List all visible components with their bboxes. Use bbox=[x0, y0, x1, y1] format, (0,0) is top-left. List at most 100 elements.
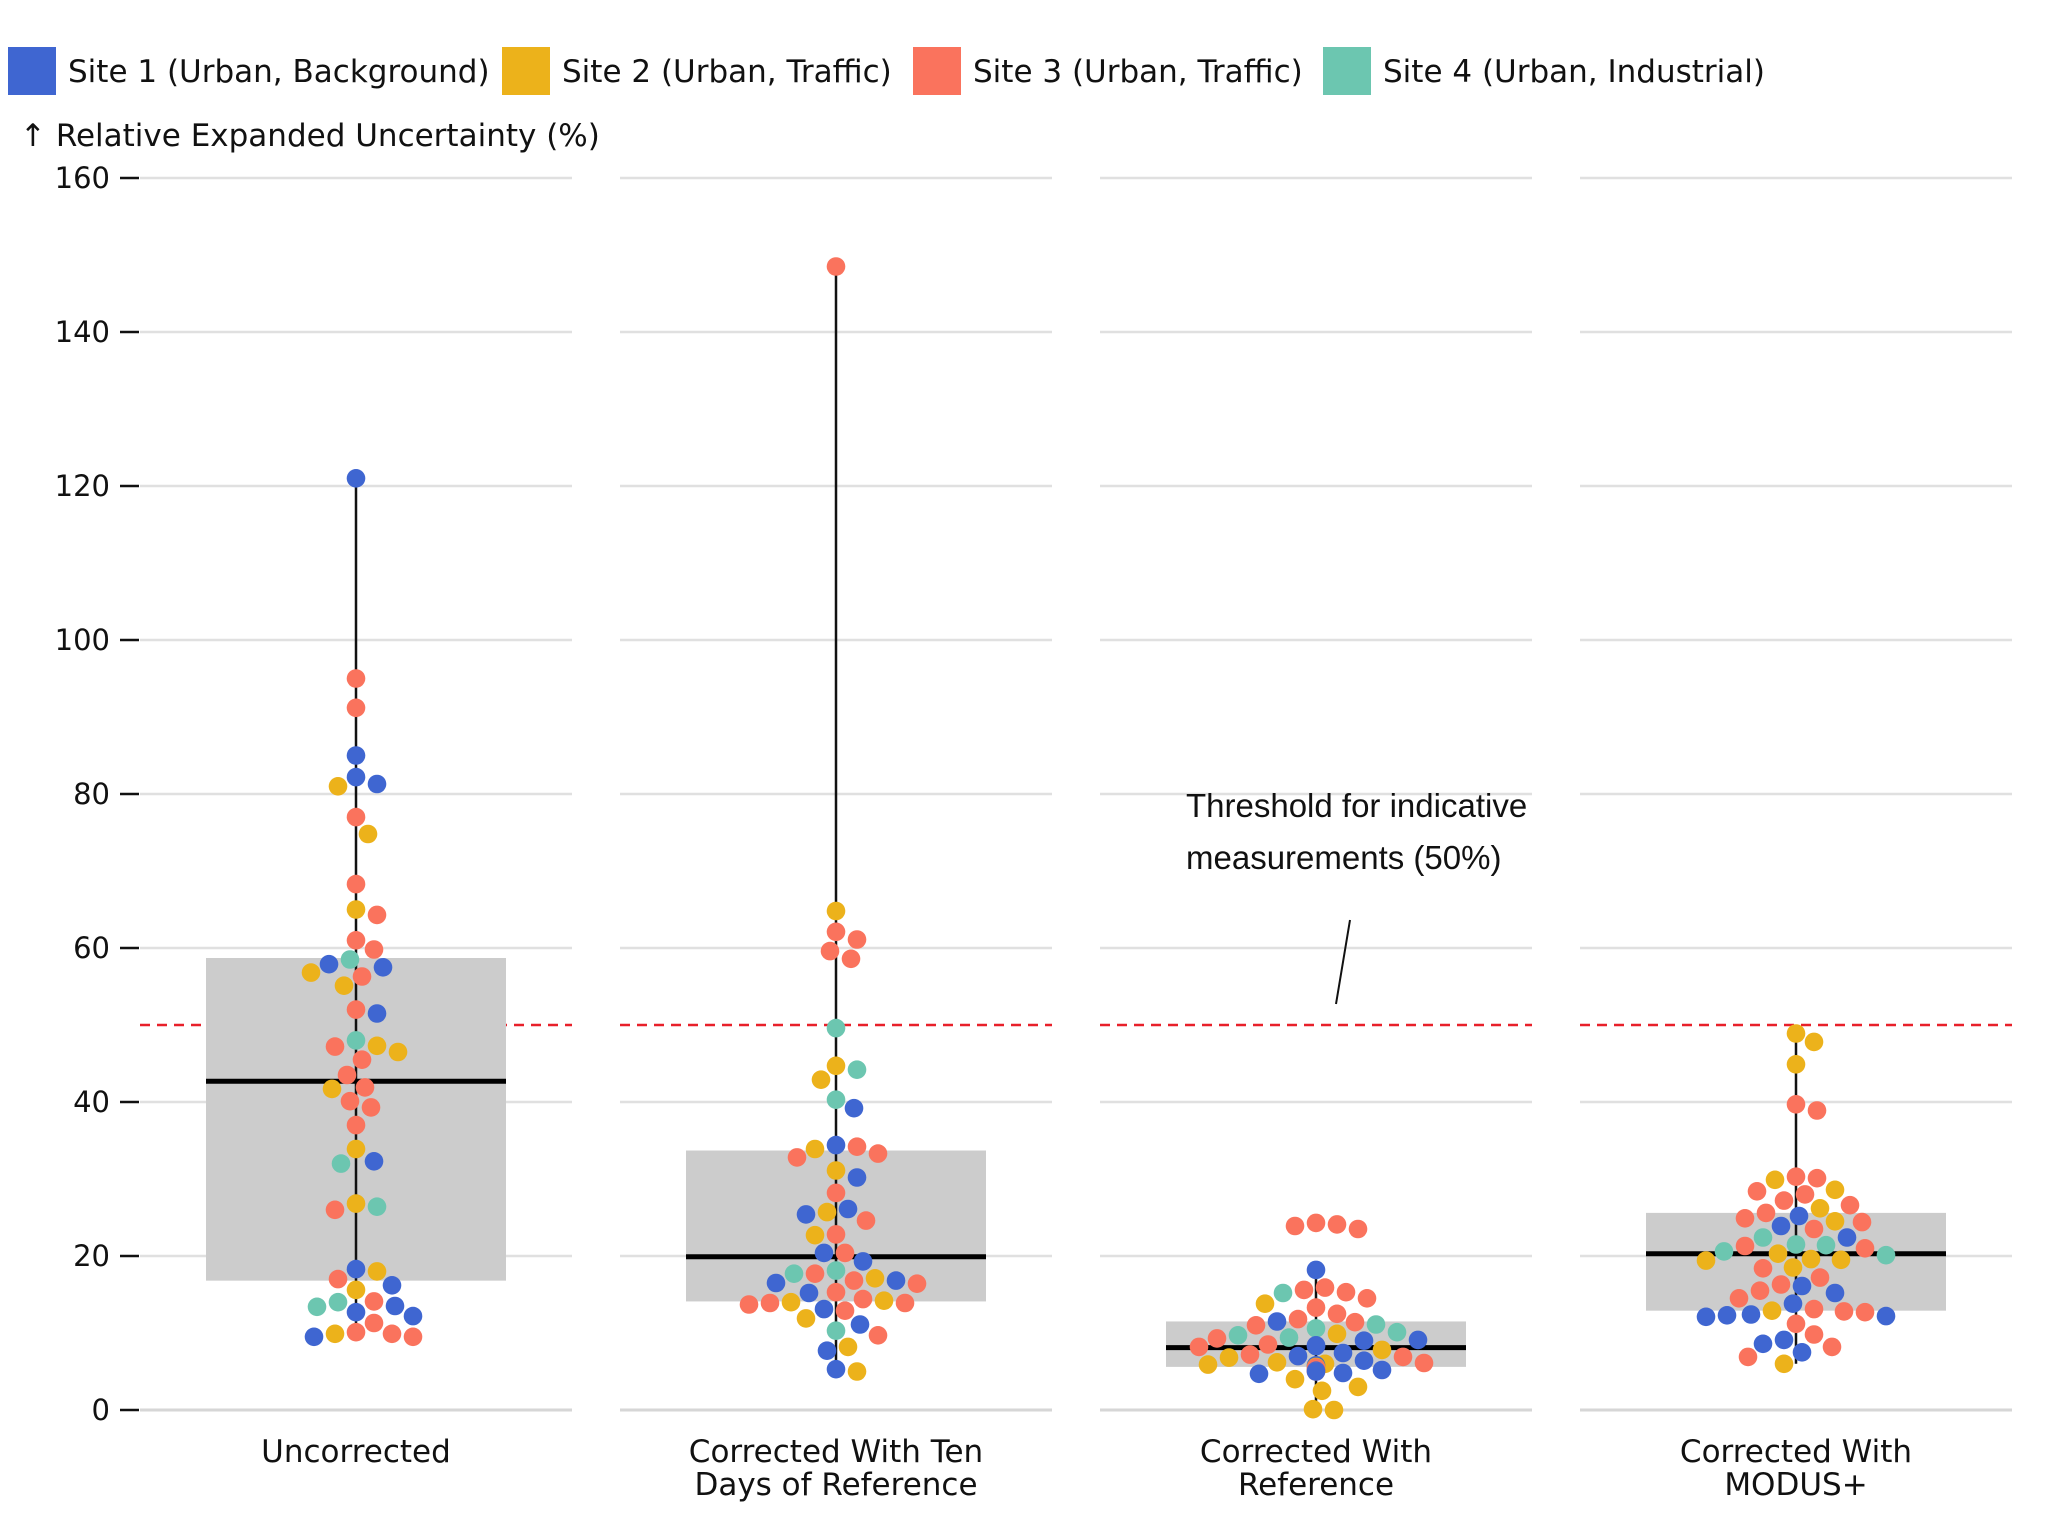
data-points bbox=[301, 257, 1896, 1420]
y-tick-label-80: 80 bbox=[73, 777, 110, 811]
point-g2-5-site-3 bbox=[1315, 1278, 1335, 1297]
point-g1-17-site-2 bbox=[826, 1161, 846, 1180]
point-g0-36-site-2 bbox=[346, 1194, 366, 1213]
point-g1-30-site-3 bbox=[805, 1264, 825, 1283]
point-g2-12-site-3 bbox=[1327, 1304, 1347, 1324]
category-label-2-line-0: Corrected With bbox=[1200, 1434, 1432, 1470]
point-g0-53-site-1 bbox=[304, 1327, 324, 1347]
point-g0-34-site-1 bbox=[364, 1152, 384, 1171]
point-g0-42-site-1 bbox=[382, 1276, 402, 1295]
point-g2-3-site-3 bbox=[1348, 1219, 1368, 1239]
point-g1-43-site-3 bbox=[895, 1293, 915, 1313]
point-g2-38-site-3 bbox=[1414, 1353, 1434, 1373]
point-g3-56-site-3 bbox=[1738, 1347, 1758, 1367]
point-g2-10-site-2 bbox=[1255, 1294, 1275, 1313]
point-g1-14-site-2 bbox=[805, 1139, 825, 1159]
point-g3-40-site-3 bbox=[1729, 1289, 1749, 1308]
y-tick-label-160: 160 bbox=[55, 161, 110, 195]
point-g0-33-site-2 bbox=[346, 1139, 366, 1159]
point-g2-16-site-4 bbox=[1366, 1315, 1386, 1334]
point-g1-48-site-1 bbox=[850, 1315, 870, 1334]
point-g3-17-site-2 bbox=[1825, 1212, 1845, 1231]
category-label-3-line-0: Corrected With bbox=[1680, 1434, 1912, 1470]
point-g3-36-site-3 bbox=[1771, 1275, 1791, 1294]
threshold-annotation: Threshold for indicative measurements (50… bbox=[1186, 787, 1527, 1005]
point-g0-12-site-3 bbox=[346, 931, 366, 950]
point-g2-4-site-1 bbox=[1306, 1260, 1326, 1280]
point-g0-19-site-2 bbox=[334, 976, 354, 995]
point-g3-22-site-1 bbox=[1837, 1228, 1857, 1247]
point-g2-33-site-1 bbox=[1288, 1346, 1308, 1366]
point-g0-15-site-4 bbox=[340, 950, 360, 969]
point-g3-7-site-2 bbox=[1765, 1170, 1785, 1190]
point-g2-0-site-3 bbox=[1306, 1213, 1326, 1233]
category-label-1-line-1: Days of Reference bbox=[694, 1467, 977, 1503]
point-g3-29-site-4 bbox=[1876, 1245, 1896, 1265]
point-g0-21-site-3 bbox=[346, 1000, 366, 1019]
point-g0-10-site-3 bbox=[367, 905, 387, 925]
point-g1-35-site-1 bbox=[766, 1273, 786, 1293]
point-g1-26-site-3 bbox=[835, 1243, 855, 1263]
annotation-pointer bbox=[1335, 919, 1351, 1005]
point-g3-23-site-3 bbox=[1735, 1236, 1755, 1256]
y-axis: 0 20 40 60 80 100 120 140 160 bbox=[55, 161, 139, 1427]
point-g0-0-site-1 bbox=[346, 469, 366, 488]
point-g3-13-site-2 bbox=[1810, 1199, 1830, 1218]
point-g2-35-site-2 bbox=[1219, 1348, 1239, 1367]
threshold-annotation-line-0: Threshold for indicative bbox=[1186, 787, 1527, 824]
point-g3-0-site-2 bbox=[1786, 1024, 1806, 1043]
legend-label-site-2: Site 2 (Urban, Traffic) bbox=[562, 54, 892, 90]
point-g1-10-site-4 bbox=[826, 1090, 846, 1109]
point-g2-13-site-3 bbox=[1288, 1309, 1308, 1329]
point-g1-3-site-3 bbox=[847, 930, 867, 949]
point-g2-2-site-3 bbox=[1285, 1216, 1305, 1236]
point-g3-25-site-4 bbox=[1816, 1235, 1836, 1255]
y-tick-label-140: 140 bbox=[55, 315, 110, 349]
point-g3-45-site-3 bbox=[1855, 1302, 1875, 1322]
point-g1-5-site-3 bbox=[841, 949, 861, 969]
point-g0-46-site-1 bbox=[385, 1296, 405, 1316]
y-tick-label-100: 100 bbox=[55, 623, 110, 657]
point-g2-26-site-3 bbox=[1258, 1335, 1278, 1354]
point-g1-31-site-4 bbox=[784, 1264, 804, 1283]
point-g1-22-site-1 bbox=[796, 1205, 816, 1224]
point-g2-23-site-3 bbox=[1207, 1329, 1227, 1348]
point-g0-29-site-2 bbox=[322, 1079, 342, 1099]
legend-swatch-site-4 bbox=[1323, 47, 1371, 95]
point-g2-48-site-1 bbox=[1306, 1362, 1326, 1381]
point-g0-55-site-3 bbox=[382, 1324, 402, 1344]
point-g0-35-site-4 bbox=[331, 1154, 351, 1173]
point-g1-2-site-3 bbox=[826, 922, 846, 942]
point-g1-52-site-1 bbox=[817, 1341, 837, 1360]
point-g0-5-site-2 bbox=[328, 777, 348, 796]
point-g3-11-site-3 bbox=[1774, 1191, 1794, 1210]
point-g0-30-site-3 bbox=[340, 1091, 360, 1111]
point-g2-53-site-2 bbox=[1312, 1381, 1332, 1401]
point-g0-13-site-3 bbox=[364, 940, 384, 959]
point-g0-11-site-2 bbox=[346, 900, 366, 919]
point-g0-26-site-3 bbox=[352, 1050, 372, 1069]
point-g1-39-site-3 bbox=[853, 1289, 873, 1309]
point-g3-10-site-3 bbox=[1795, 1185, 1815, 1204]
point-g1-28-site-1 bbox=[853, 1252, 873, 1271]
point-g3-26-site-3 bbox=[1855, 1239, 1875, 1258]
point-g1-42-site-3 bbox=[760, 1293, 780, 1313]
point-g3-55-site-1 bbox=[1792, 1343, 1812, 1362]
point-g0-47-site-4 bbox=[307, 1297, 327, 1317]
y-tick-label-0: 0 bbox=[92, 1393, 110, 1427]
point-g2-52-site-2 bbox=[1348, 1377, 1368, 1397]
point-g0-25-site-2 bbox=[388, 1042, 408, 1062]
point-g0-37-site-4 bbox=[367, 1197, 387, 1216]
point-g3-4-site-3 bbox=[1807, 1101, 1827, 1120]
point-g0-51-site-3 bbox=[346, 1322, 366, 1342]
point-g3-30-site-2 bbox=[1801, 1249, 1821, 1269]
point-g3-34-site-3 bbox=[1753, 1259, 1773, 1278]
y-tick-label-120: 120 bbox=[55, 469, 110, 503]
category-label-1-line-0: Corrected With Ten bbox=[689, 1434, 983, 1470]
point-g0-32-site-3 bbox=[346, 1115, 366, 1135]
point-g1-25-site-2 bbox=[805, 1225, 825, 1245]
point-g2-1-site-3 bbox=[1327, 1215, 1347, 1234]
point-g1-29-site-4 bbox=[826, 1261, 846, 1280]
point-g1-7-site-2 bbox=[826, 1056, 846, 1076]
